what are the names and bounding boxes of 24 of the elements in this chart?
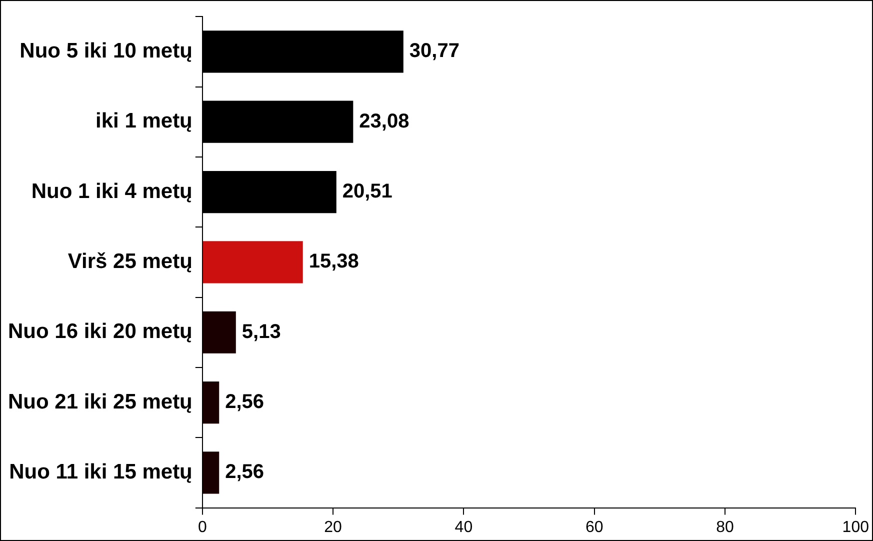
bar: [202, 241, 303, 284]
bar: [202, 311, 236, 354]
data-label: 5,13: [242, 320, 281, 343]
y-tick-label: Nuo 5 iki 10 metų: [20, 39, 192, 62]
y-tick-label: Virš 25 metų: [68, 250, 192, 273]
y-tick-label: Nuo 16 iki 20 metų: [8, 320, 192, 344]
x-tick-label: 40: [454, 518, 473, 536]
x-tick-label: 0: [198, 518, 207, 536]
data-label: 23,08: [359, 110, 410, 132]
y-tick-label: Nuo 21 iki 25 metų: [8, 390, 192, 414]
data-label: 20,51: [342, 180, 392, 203]
x-tick-label: 20: [324, 518, 342, 536]
y-tick-label: iki 1 metų: [96, 110, 192, 133]
x-tick-label: 60: [585, 518, 604, 536]
bar: [202, 381, 220, 424]
data-label: 2,56: [225, 461, 264, 484]
x-tick-label: 80: [716, 518, 734, 536]
y-tick-label: Nuo 11 iki 15 metų: [9, 460, 192, 484]
bar: [202, 452, 220, 494]
data-label: 2,56: [225, 391, 264, 414]
data-label: 30,77: [409, 40, 460, 62]
x-tick-label: 100: [842, 518, 870, 536]
y-tick-label: Nuo 1 iki 4 metų: [31, 180, 192, 203]
data-label: 15,38: [308, 250, 359, 273]
